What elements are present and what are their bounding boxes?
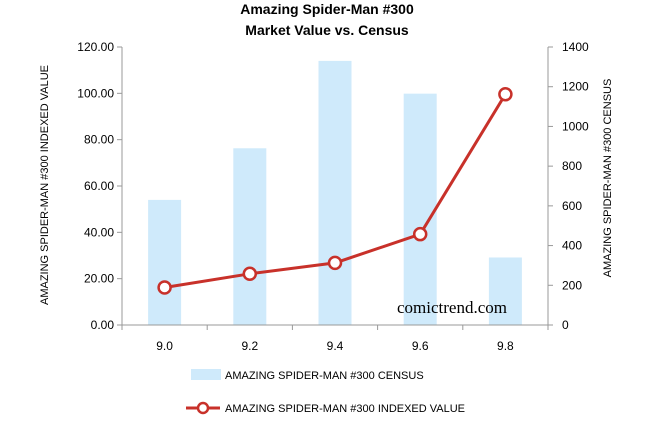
line-layer xyxy=(157,87,513,295)
census-bar xyxy=(403,93,437,326)
chart-title: Amazing Spider-Man #300 xyxy=(240,1,414,17)
census-bar xyxy=(318,60,352,326)
right-tick-label: 600 xyxy=(562,199,582,213)
left-tick-label: 120.00 xyxy=(77,40,114,54)
left-tick-label: 100.00 xyxy=(77,86,114,100)
x-tick-label: 9.2 xyxy=(241,339,258,353)
legend-census-label: AMAZING SPIDER-MAN #300 CENSUS xyxy=(225,370,424,382)
indexed-value-point xyxy=(242,266,258,282)
left-tick-label: 40.00 xyxy=(84,225,114,239)
left-axis-title: AMAZING SPIDER-MAN #300 INDEXED VALUE xyxy=(39,65,51,305)
indexed-value-point xyxy=(412,226,428,242)
left-tick-label: 0.00 xyxy=(91,318,115,332)
right-tick-label: 0 xyxy=(562,318,569,332)
census-bar xyxy=(233,148,267,325)
legend-value-label: AMAZING SPIDER-MAN #300 INDEXED VALUE xyxy=(225,403,465,415)
chart-subtitle: Market Value vs. Census xyxy=(245,22,409,38)
x-tick-label: 9.4 xyxy=(327,339,344,353)
legend-value-marker xyxy=(196,401,210,415)
axes-layer: 0.00 20.00 40.00 60.00 80.00 100.00 120.00 0 200… xyxy=(77,40,589,353)
right-tick-label: 800 xyxy=(562,159,582,173)
left-tick-label: 80.00 xyxy=(84,133,114,147)
right-axis-title: AMAZING SPIDER-MAN #300 CENSUS xyxy=(602,79,614,278)
bars-layer xyxy=(148,60,522,326)
x-tick-label: 9.0 xyxy=(156,339,173,353)
watermark: comictrend.com xyxy=(397,298,507,317)
right-tick-label: 1400 xyxy=(562,40,589,54)
x-tick-label: 9.8 xyxy=(497,339,514,353)
right-tick-label: 200 xyxy=(562,278,582,292)
indexed-value-point xyxy=(327,255,343,271)
census-bar xyxy=(148,199,182,325)
right-tick-label: 1000 xyxy=(562,119,589,133)
right-tick-label: 400 xyxy=(562,239,582,253)
legend-census-swatch xyxy=(191,369,221,380)
left-tick-label: 20.00 xyxy=(84,272,114,286)
right-tick-label: 1200 xyxy=(562,80,589,94)
legend: AMAZING SPIDER-MAN #300 CENSUS AMAZING S… xyxy=(186,369,465,415)
left-tick-label: 60.00 xyxy=(84,179,114,193)
indexed-value-point xyxy=(498,87,513,102)
census-bar xyxy=(488,257,522,325)
x-tick-label: 9.6 xyxy=(412,339,429,353)
indexed-value-point xyxy=(157,280,172,295)
